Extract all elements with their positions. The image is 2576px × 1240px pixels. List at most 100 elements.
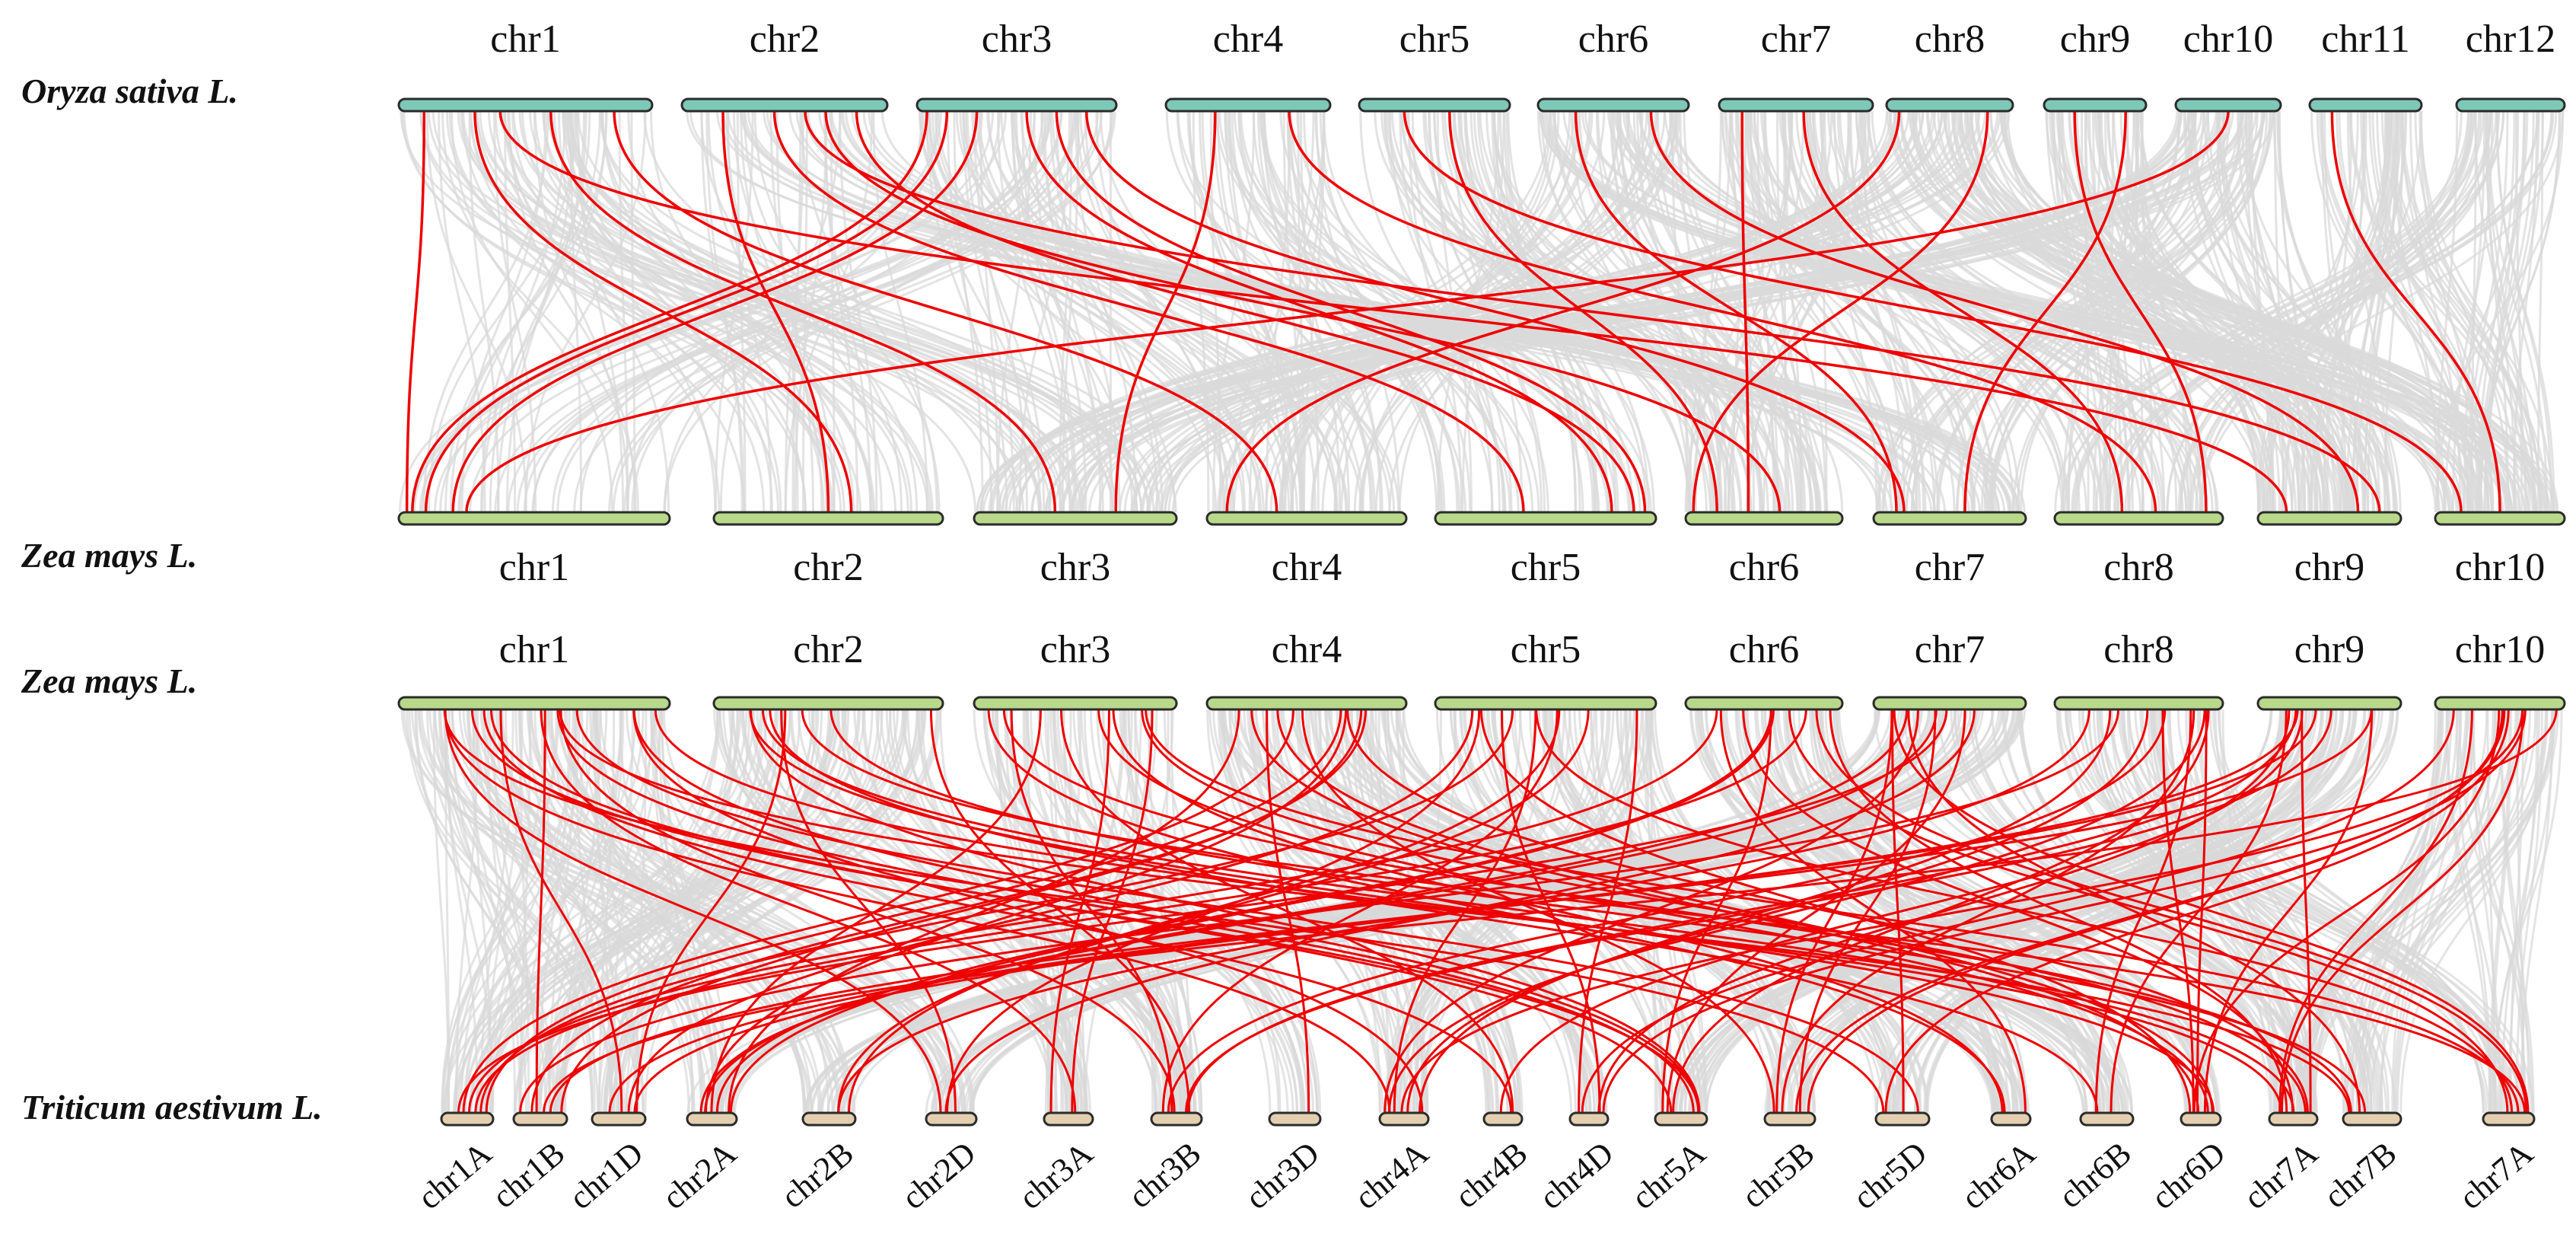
grey-link xyxy=(1750,110,2219,513)
grey-link xyxy=(1080,709,1272,1114)
grey-link xyxy=(2495,110,2555,513)
grey-link xyxy=(2200,110,2470,513)
grey-link xyxy=(609,709,740,1114)
grey-link xyxy=(2094,110,2492,513)
red-link xyxy=(1071,709,1154,1114)
grey-link xyxy=(494,110,1077,513)
red-link xyxy=(1084,110,1906,513)
wheat-chromosome-label: chr1D xyxy=(562,1134,651,1216)
grey-link xyxy=(2095,110,2294,513)
grey-link xyxy=(1972,110,2253,513)
red-link xyxy=(772,110,1525,513)
grey-link xyxy=(2132,110,2260,513)
red-link xyxy=(542,709,2558,1114)
red-link xyxy=(444,709,942,1114)
grey-link xyxy=(457,110,995,513)
grey-link xyxy=(1212,110,1256,513)
red-link xyxy=(1907,709,2361,1114)
grey-link xyxy=(2184,110,2350,513)
wheat-chromosome-bar xyxy=(1990,1111,2032,1127)
grey-link xyxy=(707,110,829,513)
wheat-chromosome-bar xyxy=(801,1111,857,1127)
red-link xyxy=(1742,709,2294,1114)
grey-link xyxy=(1756,110,1775,513)
maize-top-chromosome-label: chr2 xyxy=(793,546,863,589)
red-link xyxy=(540,709,1077,1114)
grey-link xyxy=(464,709,778,1114)
grey-link xyxy=(1729,110,2205,513)
rice-chromosome-bar xyxy=(2308,97,2423,113)
red-link xyxy=(750,709,1701,1114)
grey-link xyxy=(425,110,527,513)
red-link xyxy=(1403,110,2463,513)
maize-bottom-chromosome-bar xyxy=(2053,696,2224,711)
grey-link xyxy=(2310,110,2477,513)
wheat-chromosome-bar xyxy=(1482,1111,1524,1127)
grey-link xyxy=(1746,110,2069,513)
rice-chromosome-bar xyxy=(2174,97,2282,113)
maize-bottom-chromosome-label: chr6 xyxy=(1729,628,1799,671)
wheat-chromosome-bar xyxy=(512,1111,568,1127)
wheat-chromosome-bar xyxy=(2268,1111,2319,1127)
rice-chromosome-label: chr10 xyxy=(2183,18,2273,61)
grey-link xyxy=(2065,709,2488,1114)
grey-link xyxy=(1915,709,2307,1114)
grey-link xyxy=(925,110,1008,513)
rice-chromosome-label: chr5 xyxy=(1399,18,1469,61)
maize-bottom-chromosome-label: chr4 xyxy=(1272,628,1342,671)
grey-link xyxy=(1154,110,2234,513)
red-link xyxy=(1499,709,2304,1114)
red-link xyxy=(1781,709,2195,1114)
grey-link xyxy=(1801,709,2282,1114)
grey-link xyxy=(2322,110,2367,513)
grey-link xyxy=(410,709,856,1114)
red-link xyxy=(2110,709,2288,1114)
grey-link xyxy=(556,709,949,1114)
red-link xyxy=(443,709,1885,1114)
maize-bottom-chromosome-label: chr5 xyxy=(1511,628,1581,671)
red-link xyxy=(1025,110,1613,513)
grey-link xyxy=(2183,110,2287,513)
rice-chromosome-label: chr8 xyxy=(1915,18,1985,61)
red-link xyxy=(1807,709,2504,1114)
grey-link xyxy=(1043,709,1169,1114)
grey-link xyxy=(982,110,2266,513)
wheat-chromosome-bar xyxy=(2342,1111,2402,1127)
maize-top-chromosome-label: chr3 xyxy=(1040,546,1110,589)
grey-link xyxy=(1847,110,1973,513)
grey-link xyxy=(1391,709,1643,1114)
red-link xyxy=(2301,709,2312,1114)
red-link xyxy=(444,709,1391,1114)
wheat-chromosome-bar xyxy=(1874,1111,1931,1127)
wheat-chromosome-label: chr5D xyxy=(1846,1134,1934,1216)
grey-link xyxy=(743,110,903,513)
grey-link xyxy=(2466,110,2509,513)
grey-link xyxy=(2273,110,2285,513)
wheat-chromosome-label: chr2A xyxy=(655,1134,744,1216)
red-link xyxy=(1387,709,2206,1114)
grey-link xyxy=(727,110,772,513)
red-link xyxy=(2330,110,2501,513)
grey-link xyxy=(504,110,517,513)
grey-link xyxy=(2360,110,2446,513)
wheat-chromosome-label: chr5A xyxy=(1625,1134,1713,1216)
red-link xyxy=(451,110,979,513)
grey-link xyxy=(1265,110,1291,513)
rice-chromosome-bar xyxy=(1536,97,1690,113)
red-link xyxy=(1266,709,1310,1114)
maize-top-chromosome-bar xyxy=(1684,511,1844,526)
red-link xyxy=(769,709,2099,1114)
grey-link xyxy=(962,110,1015,513)
red-link xyxy=(465,110,2230,513)
grey-link xyxy=(551,110,1036,513)
red-link xyxy=(1740,110,1750,513)
red-link xyxy=(1114,110,1217,513)
grey-link xyxy=(469,110,1049,513)
grey-link xyxy=(1736,110,1956,513)
wheat-chromosome-label: chr3B xyxy=(1122,1134,1208,1216)
grey-link xyxy=(494,110,807,513)
maize-top-chromosome-bar xyxy=(1872,511,2027,526)
maize-top-chromosome-label: chr8 xyxy=(2103,546,2173,589)
red-link xyxy=(1535,709,2514,1114)
red-link xyxy=(2203,709,2374,1114)
